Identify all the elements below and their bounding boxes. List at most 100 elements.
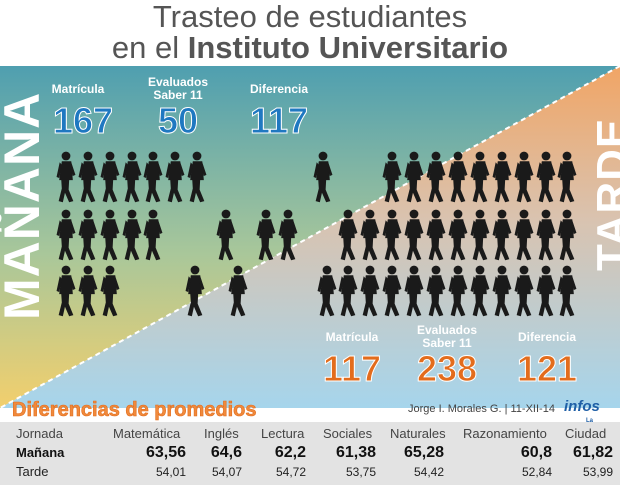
student-walking-icon xyxy=(122,209,142,261)
student-walking-icon xyxy=(165,151,185,203)
student-walking-icon xyxy=(557,151,577,203)
student-walking-icon xyxy=(404,151,424,203)
table-header-razonamiento: Razonamiento xyxy=(463,426,547,441)
student-walking-icon xyxy=(382,151,402,203)
table-row-name: Mañana xyxy=(16,445,65,460)
table-cell: 53,99 xyxy=(582,465,613,479)
title-line-2: en el Instituto Universitario xyxy=(0,31,620,65)
table-cell: 54,72 xyxy=(275,465,306,479)
table-header-naturales: Naturales xyxy=(390,426,446,441)
student-walking-icon xyxy=(143,151,163,203)
student-walking-icon xyxy=(514,209,534,261)
table-cell: 54,42 xyxy=(413,465,444,479)
infographic-title: Trasteo de estudiantes en el Instituto U… xyxy=(0,0,620,66)
table-cell: 60,8 xyxy=(520,444,552,461)
student-walking-icon xyxy=(228,265,248,317)
table-cell: 65,28 xyxy=(403,444,444,461)
comparison-panel: Matrícula 167 Evaluados Saber 11 50 Dife… xyxy=(0,66,620,408)
student-walking-icon xyxy=(100,151,120,203)
tarde-evaluados-label: Evaluados Saber 11 xyxy=(416,323,478,350)
student-walking-icon xyxy=(338,209,358,261)
title-line-1: Trasteo de estudiantes xyxy=(152,0,468,34)
student-walking-icon xyxy=(404,265,424,317)
student-walking-icon xyxy=(143,209,163,261)
student-walking-icon xyxy=(448,265,468,317)
student-walking-icon xyxy=(536,151,556,203)
table-header-ingles: Inglés xyxy=(204,426,239,441)
student-walking-icon xyxy=(557,209,577,261)
table-row-name: Tarde xyxy=(16,464,49,479)
table-row: Tarde 54,01 54,07 54,72 53,75 54,42 52,8… xyxy=(0,462,620,482)
student-walking-icon xyxy=(404,209,424,261)
tarde-matricula-value: 117 xyxy=(322,348,382,389)
title-line-2-prefix: en el xyxy=(111,30,180,65)
table-cell: 62,2 xyxy=(274,444,306,461)
student-walking-icon xyxy=(470,265,490,317)
manana-matricula-value: 167 xyxy=(52,100,114,141)
manana-diferencia-value: 117 xyxy=(249,100,309,141)
student-walking-icon xyxy=(492,151,512,203)
averages-table: Jornada Matemática Inglés Lectura Social… xyxy=(0,422,620,485)
student-walking-icon xyxy=(382,265,402,317)
table-header-sociales: Sociales xyxy=(323,426,373,441)
student-walking-icon xyxy=(78,151,98,203)
title-line-2-bold: Instituto Universitario xyxy=(187,30,509,65)
manana-matricula-label: Matrícula xyxy=(51,82,105,96)
student-walking-icon xyxy=(185,265,205,317)
table-cell: 54,01 xyxy=(155,465,186,479)
averages-section: Diferencias de promedios Jorge I. Morale… xyxy=(0,398,620,485)
student-walking-icon xyxy=(448,209,468,261)
student-walking-icon xyxy=(536,265,556,317)
student-walking-icon xyxy=(426,151,446,203)
student-walking-icon xyxy=(514,265,534,317)
tarde-diferencia-label: Diferencia xyxy=(517,330,577,344)
student-walking-icon xyxy=(56,209,76,261)
student-walking-icon xyxy=(100,209,120,261)
averages-section-title: Diferencias de promedios xyxy=(12,399,257,422)
student-walking-icon xyxy=(313,151,333,203)
tarde-matricula-label: Matrícula xyxy=(325,330,379,344)
student-walking-icon xyxy=(492,209,512,261)
student-walking-icon xyxy=(78,265,98,317)
table-cell: 54,07 xyxy=(211,465,242,479)
student-walking-icon xyxy=(536,209,556,261)
manana-evaluados-value: 50 xyxy=(157,100,199,141)
manana-evaluados-label: Evaluados Saber 11 xyxy=(147,75,209,102)
table-cell: 61,38 xyxy=(335,444,376,461)
student-walking-icon xyxy=(448,151,468,203)
table-header-row: Jornada Matemática Inglés Lectura Social… xyxy=(0,424,620,444)
table-header-lectura: Lectura xyxy=(261,426,305,441)
student-walking-icon xyxy=(426,209,446,261)
student-walking-icon xyxy=(187,151,207,203)
student-figures xyxy=(56,151,577,317)
table-header-jornada: Jornada xyxy=(16,426,63,441)
student-walking-icon xyxy=(382,209,402,261)
tarde-evaluados-value: 238 xyxy=(416,348,478,389)
table-row: Mañana 63,56 64,6 62,2 61,38 65,28 60,8 … xyxy=(0,443,620,463)
student-walking-icon xyxy=(216,209,236,261)
table-cell: 52,84 xyxy=(521,465,552,479)
student-walking-icon xyxy=(256,209,276,261)
student-walking-icon xyxy=(360,265,380,317)
student-walking-icon xyxy=(317,265,337,317)
table-cell: 63,56 xyxy=(145,444,186,461)
student-walking-icon xyxy=(426,265,446,317)
student-walking-icon xyxy=(78,209,98,261)
student-walking-icon xyxy=(278,209,298,261)
table-header-ciudad: Ciudad xyxy=(565,426,607,441)
author-credit: Jorge I. Morales G. | 11-XII-14 xyxy=(408,403,555,415)
student-walking-icon xyxy=(492,265,512,317)
student-walking-icon xyxy=(470,151,490,203)
student-walking-icon xyxy=(122,151,142,203)
manana-diferencia-label: Diferencia xyxy=(249,82,309,96)
student-walking-icon xyxy=(557,265,577,317)
table-header-matematica: Matemática xyxy=(113,426,181,441)
student-walking-icon xyxy=(56,265,76,317)
panel-background xyxy=(0,66,620,408)
tarde-diferencia-value: 121 xyxy=(516,348,578,389)
student-walking-icon xyxy=(360,209,380,261)
student-walking-icon xyxy=(338,265,358,317)
student-walking-icon xyxy=(100,265,120,317)
student-walking-icon xyxy=(470,209,490,261)
